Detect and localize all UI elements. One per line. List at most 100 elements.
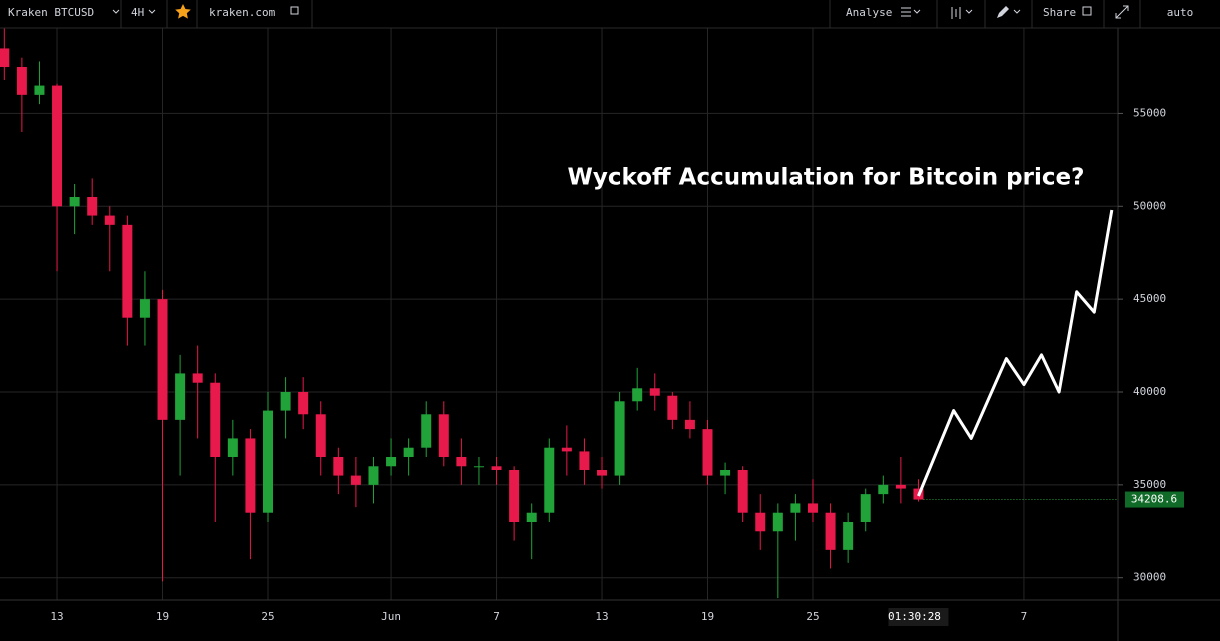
x-tick-label: 19	[156, 610, 169, 623]
candle-body	[860, 494, 871, 522]
candle-body	[139, 299, 150, 318]
candle-body	[157, 299, 168, 420]
candle-body	[456, 457, 467, 467]
interval-button[interactable]: 4H	[131, 6, 156, 19]
marks	[0, 28, 1118, 599]
candle-body	[315, 414, 326, 457]
candle-body	[667, 395, 678, 420]
share-button[interactable]: Share	[1043, 6, 1076, 19]
candle-body	[52, 85, 63, 207]
symbol-button[interactable]: Kraken BTCUSD	[8, 6, 120, 19]
candle-body	[649, 388, 660, 396]
candle-body	[843, 522, 854, 550]
candle-body	[579, 451, 590, 470]
draw-icon[interactable]	[997, 6, 1009, 18]
candle-body	[790, 503, 801, 513]
y-tick-label: 50000	[1133, 199, 1166, 212]
favorite-star[interactable]	[175, 4, 191, 19]
y-tick-label: 40000	[1133, 385, 1166, 398]
candle-body	[280, 392, 291, 411]
candle-body	[438, 414, 449, 457]
analyse-button[interactable]: Analyse	[846, 6, 892, 19]
candle-body	[104, 215, 115, 225]
projection-line	[917, 209, 1114, 497]
last-price-label: 34208.6	[1131, 493, 1177, 506]
candle-body	[561, 447, 572, 452]
countdown-box	[888, 608, 949, 626]
candle-body	[720, 470, 731, 476]
site-link[interactable]: kraken.com	[209, 6, 276, 19]
candle-body	[245, 438, 256, 513]
candle-body	[772, 512, 783, 532]
candle-body	[421, 414, 432, 448]
x-tick-label: 19	[701, 610, 714, 623]
candle-body	[122, 224, 133, 318]
y-tick-label: 45000	[1133, 292, 1166, 305]
axes: 30000 35000 40000 45000 50000 55000 13 19 25 Jun 7…	[50, 106, 1184, 626]
candle-body	[895, 484, 906, 489]
x-tick-label: 25	[806, 610, 819, 623]
chevron	[112, 9, 120, 14]
candle-body	[737, 470, 748, 513]
interval[interactable]: 4H	[131, 6, 144, 19]
popout-icon	[290, 6, 299, 15]
candle-body	[368, 466, 379, 485]
candle-body	[755, 512, 766, 532]
candle-body	[544, 447, 555, 513]
candle-body	[87, 197, 98, 216]
chevron	[913, 9, 921, 14]
candle-body	[702, 429, 713, 476]
countdown: 01:30:28	[888, 610, 941, 623]
y-tick-label: 30000	[1133, 571, 1166, 584]
chart-title: Wyckoff Accumulation for Bitcoin price?	[568, 165, 1085, 191]
chart-type-icon[interactable]	[951, 7, 961, 19]
chevron	[965, 9, 973, 14]
scale-button[interactable]: auto	[1167, 6, 1194, 19]
candle-body	[263, 410, 273, 513]
chevron	[148, 9, 156, 14]
fullscreen-icon[interactable]	[1115, 5, 1129, 19]
x-tick-label: 7	[493, 610, 500, 623]
x-tick-label: Jun	[381, 610, 401, 623]
candle-body	[386, 457, 397, 467]
symbol[interactable]: Kraken BTCUSD	[8, 6, 94, 19]
analyse-icon	[901, 7, 911, 17]
candle-body	[16, 67, 27, 95]
candle-body	[298, 392, 309, 415]
candle-body	[614, 401, 625, 476]
y-tick-label: 35000	[1133, 478, 1166, 491]
candle-body	[192, 373, 203, 383]
candle-body	[509, 470, 520, 522]
candle-body	[333, 457, 344, 476]
chevron	[1013, 9, 1021, 14]
candle-body	[491, 466, 502, 470]
toolbar: Kraken BTCUSD 4H kraken.com Analyse Shar…	[0, 0, 1220, 29]
x-tick-label: 13	[50, 610, 63, 623]
x-tick-label: 13	[595, 610, 608, 623]
candle-body	[807, 503, 818, 513]
candle-body	[0, 48, 10, 67]
candle-body	[825, 512, 836, 550]
candle-body	[878, 484, 889, 495]
candle-body	[175, 373, 186, 420]
x-tick-label: 7	[1021, 610, 1028, 623]
candle-body	[69, 197, 80, 207]
candle-body	[684, 419, 695, 430]
candle-body	[597, 470, 608, 476]
candle-body	[632, 388, 643, 402]
toolbar-bg	[0, 0, 1220, 28]
candle-body	[473, 466, 484, 468]
x-tick-label: 25	[261, 610, 274, 623]
last-price-box	[1125, 491, 1184, 508]
candle-body	[403, 447, 414, 457]
candle-body	[34, 85, 45, 95]
candle-body	[526, 512, 537, 522]
share-icon	[1082, 6, 1092, 16]
candle-body	[350, 475, 361, 485]
candle-body	[227, 438, 238, 457]
y-tick-label: 55000	[1133, 106, 1166, 119]
candle-body	[210, 382, 221, 457]
